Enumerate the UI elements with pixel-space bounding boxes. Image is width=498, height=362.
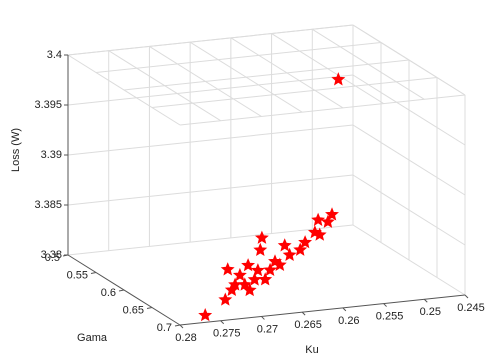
point: [312, 227, 327, 241]
tick-mark: [220, 320, 225, 325]
z-tick-label: 3.4: [47, 49, 62, 61]
point: [250, 263, 265, 277]
point: [253, 242, 268, 257]
x-tick-label: 0.265: [294, 319, 322, 331]
grid-line: [352, 174, 466, 246]
z-tick-label: 3.38: [41, 249, 62, 261]
point: [263, 262, 278, 276]
point: [218, 292, 233, 306]
grid-line: [67, 224, 354, 256]
grid-line: [67, 24, 354, 56]
grid-line: [123, 59, 410, 91]
x-tick-label: 0.255: [376, 310, 404, 322]
z-tick-label: 3.395: [34, 99, 62, 111]
grid-line: [151, 77, 438, 108]
tick-mark: [179, 324, 184, 329]
tick-mark: [423, 298, 428, 303]
x-axis-label: Ku: [305, 344, 318, 356]
axis-line: [179, 294, 466, 326]
z-tick-label: 3.39: [41, 149, 62, 161]
point: [331, 72, 346, 86]
point: [277, 238, 292, 252]
point: [232, 267, 247, 282]
point: [320, 214, 335, 228]
tick-mark: [174, 324, 181, 327]
point: [224, 282, 239, 297]
z-axis-label: Loss (W): [10, 128, 22, 172]
x-tick-label: 0.28: [175, 332, 196, 344]
tick-mark: [383, 303, 387, 307]
grid-line: [95, 42, 382, 73]
point: [298, 235, 313, 249]
point: [325, 207, 339, 221]
point: [254, 230, 269, 244]
z-tick-label: 3.385: [34, 199, 62, 211]
tick-mark: [342, 307, 347, 312]
tick-mark: [301, 311, 306, 316]
tick-mark: [118, 289, 125, 292]
tick-mark: [146, 307, 153, 309]
grid-line: [352, 24, 466, 96]
point: [268, 254, 282, 268]
x-tick-label: 0.26: [338, 315, 359, 327]
point: [220, 262, 235, 276]
grid-line: [352, 224, 466, 296]
grid-line: [179, 94, 466, 126]
y-tick-label: 0.65: [123, 304, 144, 316]
y-tick-label: 0.5: [45, 252, 60, 264]
x-tick-label: 0.25: [420, 306, 441, 318]
grid-line: [67, 124, 354, 156]
point: [247, 272, 262, 286]
x-tick-label: 0.27: [257, 323, 278, 335]
grid-line: [352, 74, 466, 146]
y-axis-label: Gama: [77, 332, 108, 344]
grid-line: [67, 174, 354, 206]
point: [241, 258, 256, 272]
y-tick-label: 0.55: [67, 269, 88, 281]
grid-line: [352, 124, 466, 196]
x-tick-label: 0.245: [457, 302, 485, 314]
point: [282, 247, 297, 261]
x-tick-label: 0.275: [213, 328, 241, 340]
tick-mark: [261, 316, 265, 320]
tick-mark: [90, 272, 97, 274]
y-tick-label: 0.6: [101, 287, 116, 299]
grid-line: [67, 74, 354, 106]
y-tick-label: 0.7: [157, 322, 172, 334]
point: [198, 307, 213, 322]
point: [311, 212, 326, 226]
tick-mark: [464, 294, 469, 299]
point: [293, 242, 308, 256]
